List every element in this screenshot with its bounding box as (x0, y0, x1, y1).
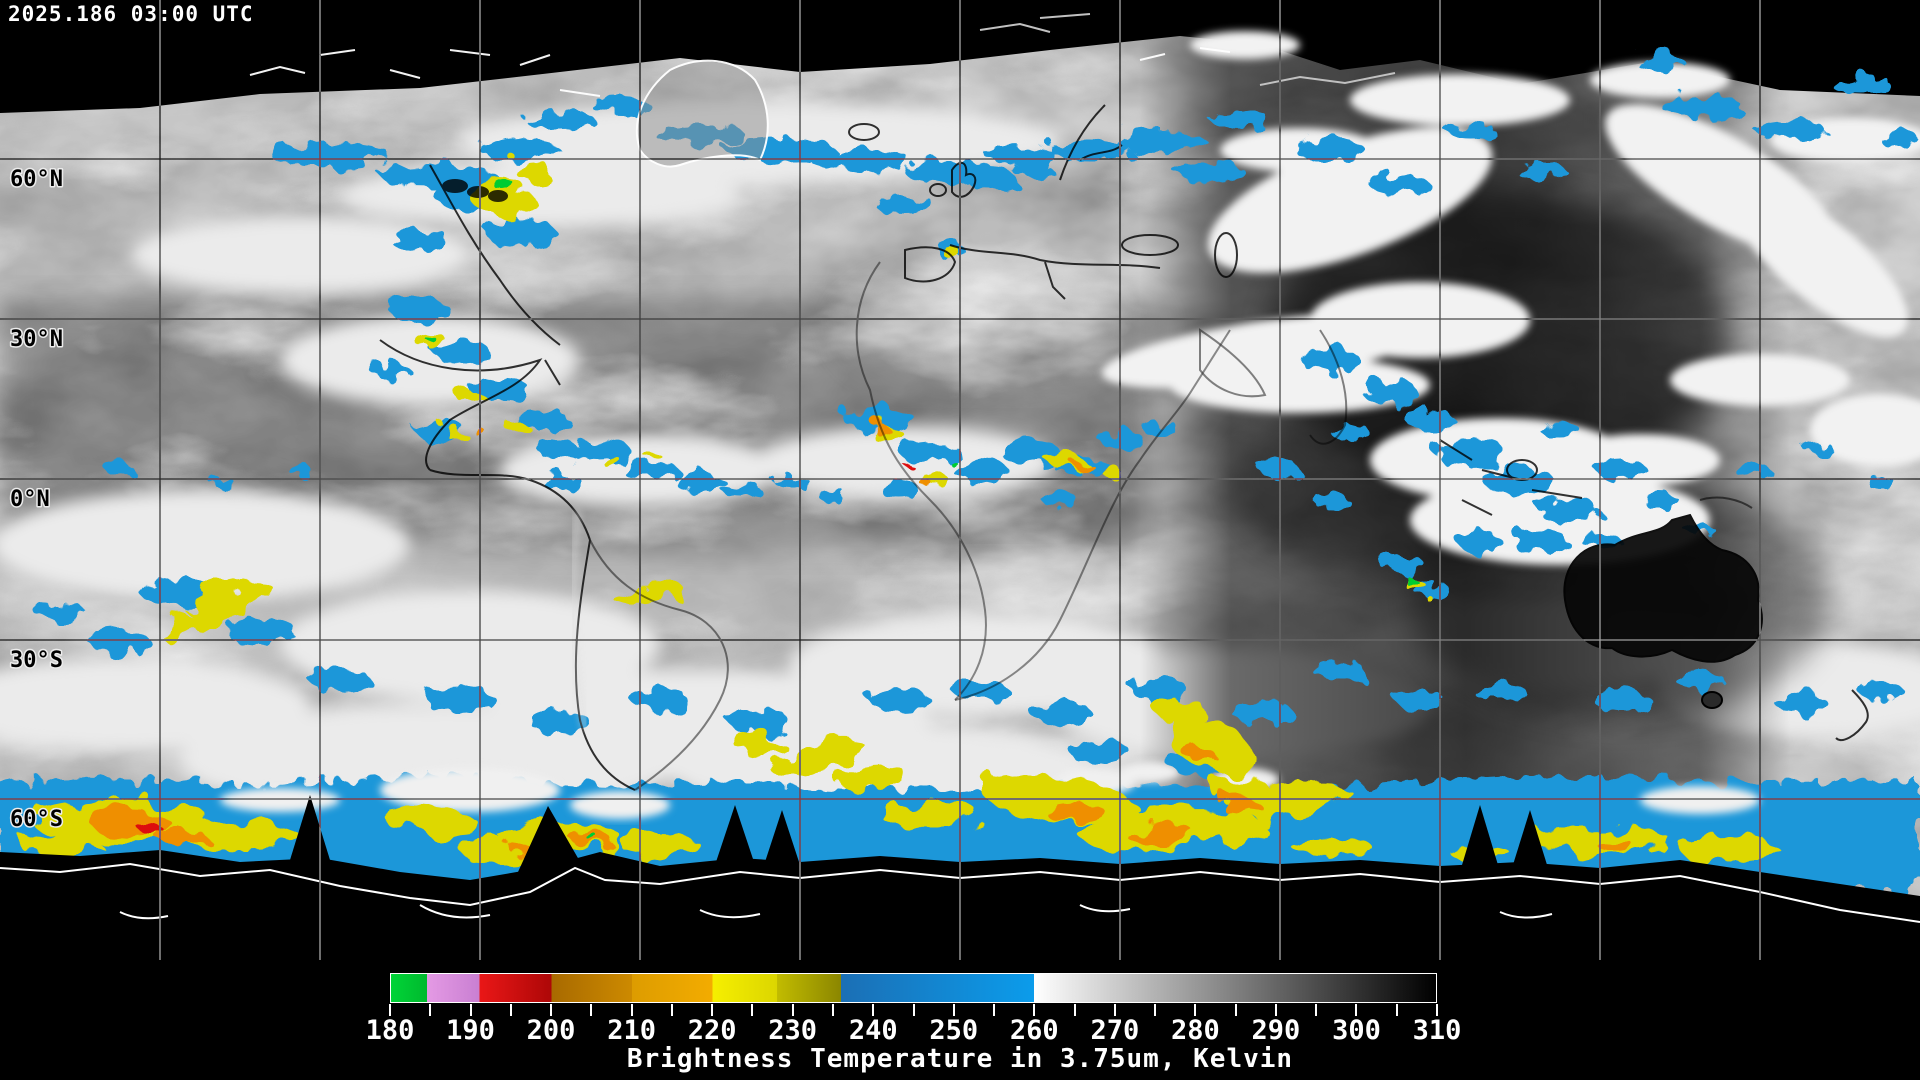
colorbar-tick-label: 280 (1170, 1015, 1220, 1046)
colorbar-tick (831, 1004, 834, 1016)
latitude-labels: 60°N 30°N 0°N 30°S 60°S (9, 166, 65, 834)
colorbar-tick-label: 250 (929, 1015, 979, 1046)
colorbar-tick-label: 290 (1251, 1015, 1301, 1046)
colorbar-tick (1113, 1004, 1116, 1016)
lat-label-0n: 0°N (10, 487, 50, 512)
colorbar-tick-label: 300 (1332, 1015, 1381, 1046)
colorbar-tick (1154, 1004, 1157, 1016)
colorbar-tick (1395, 1004, 1398, 1016)
band-white-clouds (220, 762, 1760, 819)
colorbar-tick-label: 210 (607, 1015, 656, 1046)
colorbar-tick (1436, 1004, 1438, 1016)
colorbar-tick-label: 220 (687, 1015, 737, 1046)
global-satellite-map: 60°N 30°N 0°N 30°S 60°S (0, 0, 1920, 960)
andes-ridge (571, 509, 587, 731)
colorbar-tick (550, 1004, 553, 1016)
colorbar-tick (1274, 1004, 1277, 1016)
colorbar-tick (1073, 1004, 1076, 1016)
colorbar-tick (1355, 1004, 1358, 1016)
colorbar-gradient (390, 973, 1437, 1003)
antarctic-coastline (0, 862, 1920, 923)
lat-label-60n: 60°N (10, 167, 63, 192)
extreme-cold-cores (90, 423, 1633, 853)
colorbar-tick (952, 1004, 955, 1016)
lat-label-30n: 30°N (10, 327, 63, 352)
colorbar-tick-label: 230 (768, 1015, 818, 1046)
colorbar-tick (791, 1004, 794, 1016)
red-cores (138, 460, 909, 833)
lat-label-30s: 30°S (10, 648, 63, 673)
green-cores (425, 180, 1424, 841)
colorbar-title: Brightness Temperature in 3.75um, Kelvin (626, 1044, 1294, 1074)
colorbar-tick (872, 1004, 875, 1016)
colorbar: 180 190 200 210 220 230 240 250 260 270 280 290 300 3… (366, 973, 1461, 1046)
colorbar-tick-label: 190 (446, 1015, 495, 1046)
colorbar-tick (1234, 1004, 1237, 1016)
colorbar-tick (429, 1004, 432, 1016)
map-canvas: 60°N 30°N 0°N 30°S 60°S (0, 0, 1920, 960)
colorbar-tick (469, 1004, 472, 1016)
colorbar-tick-label: 180 (365, 1015, 415, 1046)
coastlines-arctic (249, 13, 1396, 168)
lat-label-60s: 60°S (10, 807, 63, 832)
storm-clouds-night (1101, 31, 1920, 565)
colorbar-tick (1033, 1004, 1036, 1016)
australia (1563, 513, 1763, 709)
colorbar-tick-label: 240 (848, 1015, 898, 1046)
colorbar-tick (1194, 1004, 1197, 1016)
colorbar-tick (670, 1004, 673, 1016)
colorbar-tick-label: 270 (1090, 1015, 1140, 1046)
colorbar-tick (751, 1004, 754, 1016)
colorbar-tick-label: 310 (1412, 1015, 1462, 1046)
timestamp-label: 2025.186 03:00 UTC (8, 2, 254, 26)
graticule (0, 0, 1920, 960)
colorbar-tick (1315, 1004, 1318, 1016)
cold-cloud-patches (35, 54, 1920, 775)
colorbar-tick (912, 1004, 915, 1016)
colorbar-tick (993, 1004, 996, 1016)
colorbar-tick (389, 1004, 391, 1016)
colorbar-tick-label: 260 (1009, 1015, 1059, 1046)
colorbar-tick (711, 1004, 714, 1016)
colorbar-tick-label: 200 (526, 1015, 576, 1046)
colorbar-tick (590, 1004, 593, 1016)
colorbar-tick (509, 1004, 512, 1016)
coastlines-dark (379, 104, 1869, 791)
colorbar-tick (630, 1004, 633, 1016)
